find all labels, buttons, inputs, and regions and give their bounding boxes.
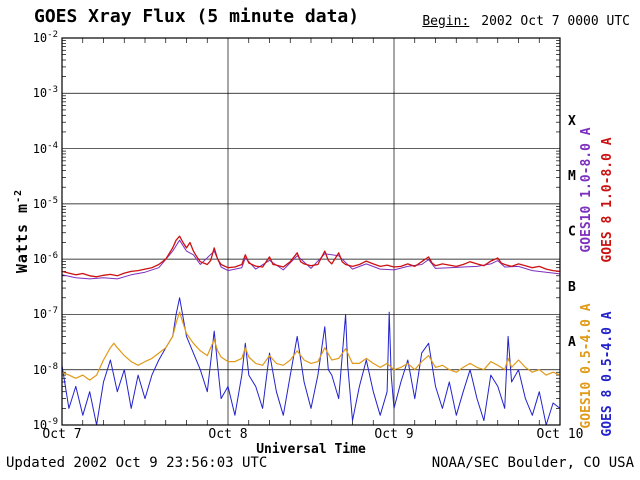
y-tick-label: 10-8 [32, 361, 58, 377]
y-tick-label: 10-4 [32, 140, 58, 156]
chart-title: GOES Xray Flux (5 minute data) [34, 6, 360, 27]
x-axis-label: Universal Time [256, 442, 366, 457]
flare-class-X: X [568, 114, 576, 129]
y-axis-label: Watts m-2 [11, 156, 31, 306]
series-label-goes8-long: GOES 8 1.0-8.0 A [600, 137, 615, 263]
y-tick-label: 10-7 [32, 306, 58, 322]
flare-class-M: M [568, 169, 576, 184]
x-tick-label: Oct 7 [42, 427, 82, 442]
flare-class-B: B [568, 280, 576, 295]
y-tick-label: 10-5 [32, 195, 58, 211]
plot-border [61, 37, 561, 426]
series-goes8-long [61, 235, 561, 278]
flare-class-A: A [568, 335, 576, 350]
series-label-goes8-short: GOES 8 0.5-4.0 A [600, 311, 615, 437]
series-label-goes10-short: GOES10 0.5-4.0 A [579, 303, 594, 429]
y-axis-label-text: Watts m [13, 202, 31, 274]
y-tick-label: 10-2 [32, 30, 58, 45]
series-goes8-short [61, 297, 561, 426]
y-tick-label: 10-9 [32, 417, 58, 432]
flare-class-letters: X M C B A [568, 114, 576, 350]
series-goes10-long [61, 239, 561, 280]
y-tick-label: 10-3 [32, 85, 58, 101]
series-label-goes10-long: GOES10 1.0-8.0 A [579, 127, 594, 253]
updated-timestamp: Updated 2002 Oct 9 23:56:03 UTC [6, 455, 268, 471]
flare-class-C: C [568, 225, 576, 240]
series-goes10-short [61, 311, 561, 381]
begin-value: 2002 Oct 7 0000 UTC [481, 14, 630, 29]
x-tick-label: Oct 9 [374, 427, 414, 442]
y-axis-label-exponent: -2 [13, 188, 24, 203]
x-tick-label: Oct 8 [208, 427, 248, 442]
axis-ticks [62, 38, 560, 425]
x-tick-label: Oct 10 [536, 427, 584, 442]
y-tick-label: 10-6 [32, 251, 58, 267]
begin-time: Begin: 2002 Oct 7 0000 UTC [422, 14, 630, 29]
begin-label: Begin: [422, 14, 470, 29]
grid-lines [62, 38, 560, 425]
source-credit: NOAA/SEC Boulder, CO USA [431, 455, 634, 471]
